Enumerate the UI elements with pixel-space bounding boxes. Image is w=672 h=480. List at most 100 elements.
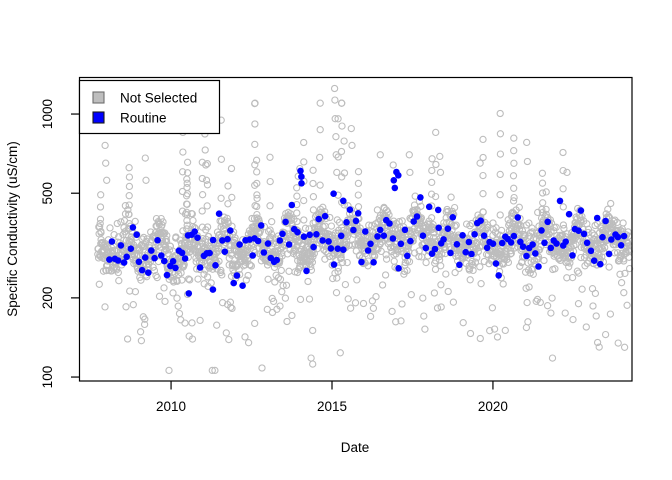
data-point-not-selected: [542, 205, 550, 214]
data-point-routine: [583, 239, 591, 247]
data-point-not-selected: [523, 298, 531, 307]
data-point-not-selected: [368, 221, 376, 230]
data-point-not-selected: [169, 289, 177, 297]
data-point-not-selected: [125, 164, 133, 172]
data-point-not-selected: [283, 317, 291, 326]
data-point-not-selected: [446, 219, 454, 227]
data-point-routine: [407, 237, 414, 245]
data-point-not-selected: [348, 141, 356, 150]
data-point-not-selected: [420, 312, 428, 320]
data-point-not-selected: [141, 315, 149, 323]
data-point-not-selected: [496, 191, 504, 199]
data-point-not-selected: [532, 297, 540, 305]
points-layer: [94, 84, 634, 375]
y-tick-label: 100: [40, 366, 55, 389]
data-point-not-selected: [407, 291, 415, 299]
data-point-not-selected: [252, 156, 261, 164]
y-tick-label: 1000: [40, 99, 55, 129]
data-point-routine: [605, 250, 613, 258]
data-point-routine: [401, 226, 409, 234]
data-point-not-selected: [106, 224, 114, 232]
data-point-not-selected: [365, 221, 373, 229]
data-point-not-selected: [213, 321, 221, 329]
data-point-not-selected: [288, 311, 296, 320]
data-point-routine: [462, 248, 470, 256]
data-point-not-selected: [510, 134, 518, 142]
data-point-routine: [397, 240, 405, 248]
data-point-not-selected: [497, 226, 506, 235]
data-point-not-selected: [359, 299, 368, 308]
data-point-not-selected: [354, 168, 363, 176]
data-point-routine: [350, 226, 357, 234]
data-point-not-selected: [214, 247, 222, 255]
data-point-not-selected: [267, 233, 275, 242]
data-point-not-selected: [274, 274, 283, 282]
data-point-not-selected: [611, 216, 619, 224]
data-point-not-selected: [592, 312, 600, 320]
data-point-routine: [285, 241, 293, 248]
data-point-not-selected: [364, 233, 372, 241]
data-point-not-selected: [523, 138, 531, 147]
data-point-not-selected: [341, 280, 350, 289]
data-point-not-selected: [540, 256, 548, 265]
data-point-not-selected: [477, 280, 485, 288]
data-point-not-selected: [338, 122, 346, 130]
data-point-routine: [374, 233, 381, 240]
data-point-routine: [288, 201, 296, 209]
data-point-not-selected: [183, 179, 191, 187]
data-point-not-selected: [605, 263, 613, 271]
data-point-not-selected: [372, 293, 380, 301]
data-point-not-selected: [242, 244, 250, 253]
data-point-not-selected: [253, 191, 261, 199]
data-point-not-selected: [479, 208, 487, 216]
data-point-routine: [614, 233, 622, 241]
data-point-not-selected: [124, 206, 132, 214]
legend-swatch-not-selected-border: [92, 91, 105, 104]
data-point-routine: [419, 232, 427, 239]
data-point-routine: [321, 212, 329, 220]
data-point-not-selected: [337, 254, 345, 262]
data-point-not-selected: [381, 271, 390, 279]
data-point-not-selected: [527, 258, 535, 266]
data-point-not-selected: [137, 337, 146, 345]
data-point-not-selected: [415, 247, 423, 255]
data-point-not-selected: [421, 325, 429, 333]
data-point-routine: [562, 238, 569, 245]
data-point-routine: [547, 244, 555, 252]
data-point-not-selected: [392, 318, 400, 326]
data-point-not-selected: [501, 326, 509, 335]
data-point-not-selected: [493, 333, 502, 341]
data-point-routine: [133, 231, 140, 238]
data-point-not-selected: [186, 276, 194, 284]
data-point-not-selected: [604, 205, 612, 213]
data-point-not-selected: [437, 281, 445, 289]
data-point-not-selected: [188, 210, 196, 218]
data-point-not-selected: [559, 185, 567, 193]
data-point-routine: [459, 232, 466, 239]
data-point-not-selected: [298, 242, 306, 250]
data-point-not-selected: [153, 273, 161, 282]
data-point-not-selected: [189, 216, 197, 225]
data-point-routine: [264, 240, 272, 247]
data-point-not-selected: [430, 229, 438, 237]
data-point-routine: [145, 269, 152, 277]
data-point-not-selected: [113, 219, 121, 228]
data-point-not-selected: [308, 258, 317, 266]
data-point-not-selected: [479, 190, 487, 198]
data-point-routine: [325, 238, 332, 245]
data-point-not-selected: [251, 319, 259, 328]
legend-label-not-selected: Not Selected: [120, 91, 197, 106]
data-point-not-selected: [244, 271, 252, 280]
data-point-routine: [298, 173, 305, 180]
data-point-routine: [196, 264, 204, 271]
data-point-not-selected: [466, 276, 474, 284]
data-point-not-selected: [228, 193, 236, 202]
data-point-routine: [489, 240, 497, 247]
data-point-routine: [249, 252, 256, 259]
data-point-not-selected: [573, 267, 582, 275]
data-point-not-selected: [268, 308, 277, 317]
data-point-routine: [352, 217, 360, 225]
data-point-not-selected: [346, 304, 355, 312]
data-point-not-selected: [173, 294, 181, 302]
data-point-routine: [313, 231, 320, 238]
